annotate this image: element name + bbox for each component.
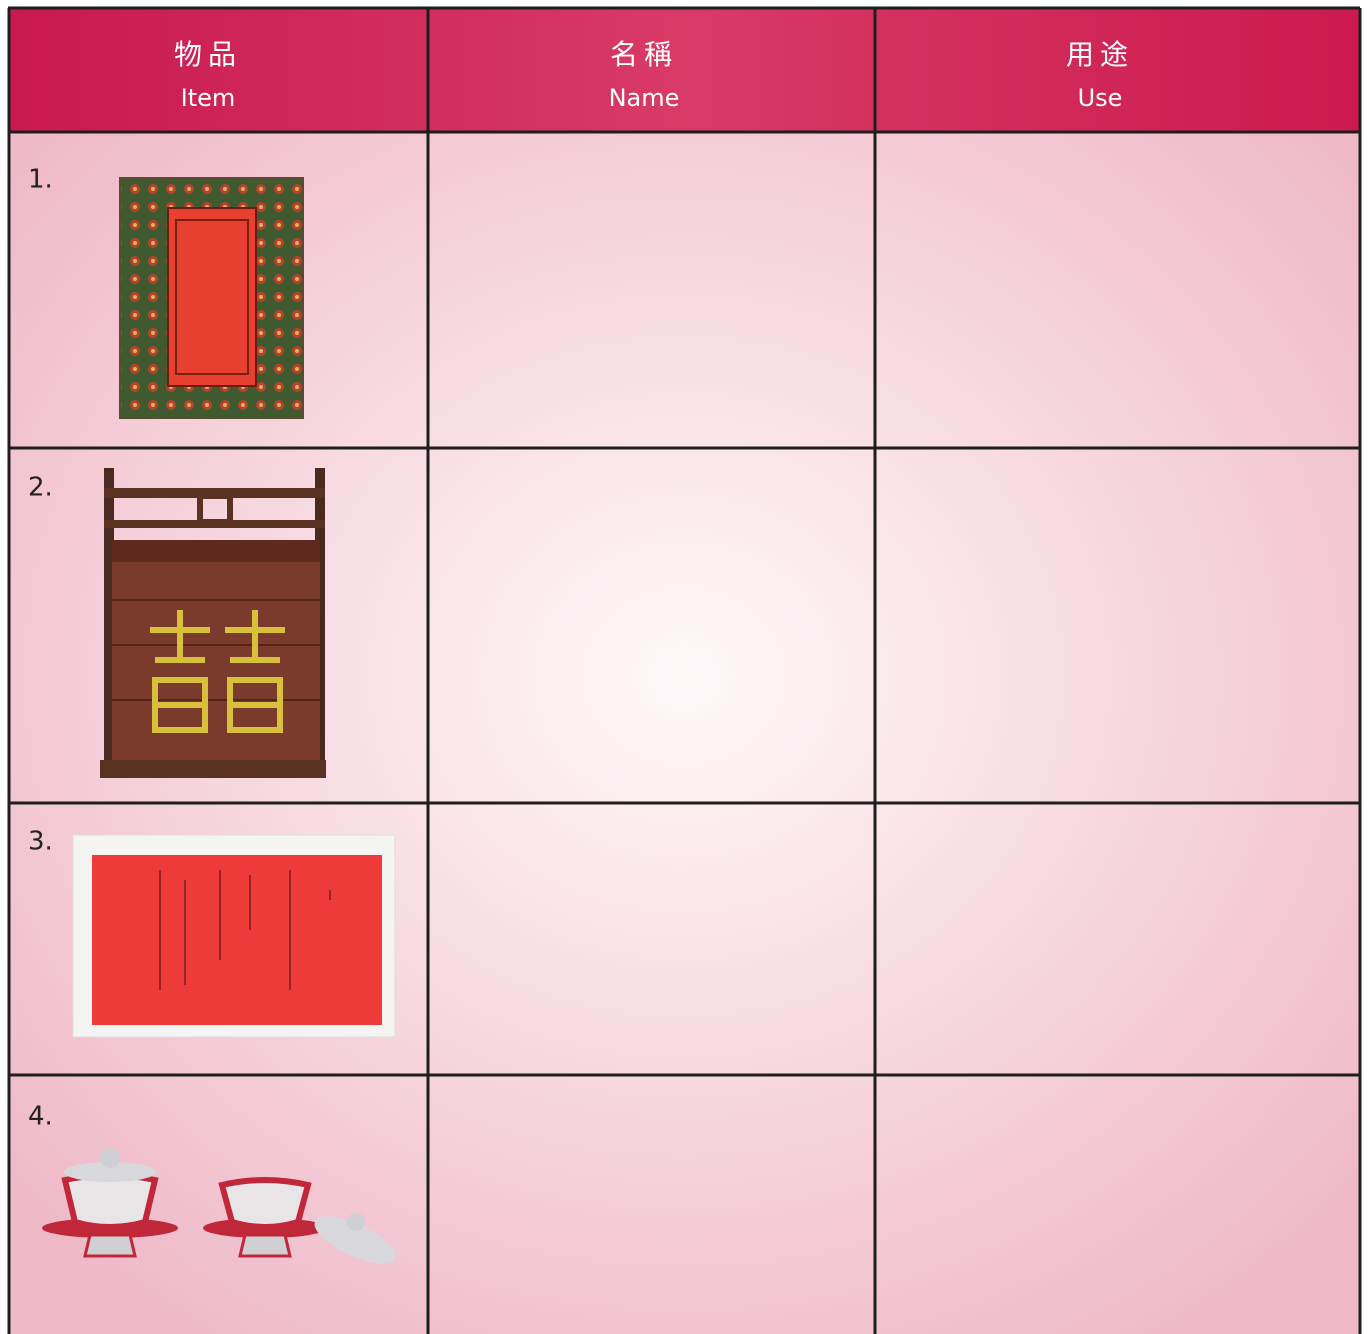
row-number: 1.	[28, 165, 53, 195]
header-zh: 用途	[1066, 38, 1134, 71]
header-en: Item	[181, 84, 236, 112]
item-image	[100, 468, 326, 778]
header-en: Use	[1078, 84, 1123, 112]
row-number: 2.	[28, 473, 53, 503]
item-image	[72, 834, 396, 1038]
grid	[7, 6, 1362, 1334]
item-image	[42, 1148, 396, 1264]
header-zh: 名稱	[610, 38, 678, 71]
header-en: Name	[609, 84, 680, 112]
header-zh: 物品	[174, 38, 242, 71]
row-number: 3.	[28, 827, 53, 857]
item-image	[119, 177, 304, 419]
table-header	[8, 8, 1360, 132]
row-number: 4.	[28, 1102, 53, 1132]
